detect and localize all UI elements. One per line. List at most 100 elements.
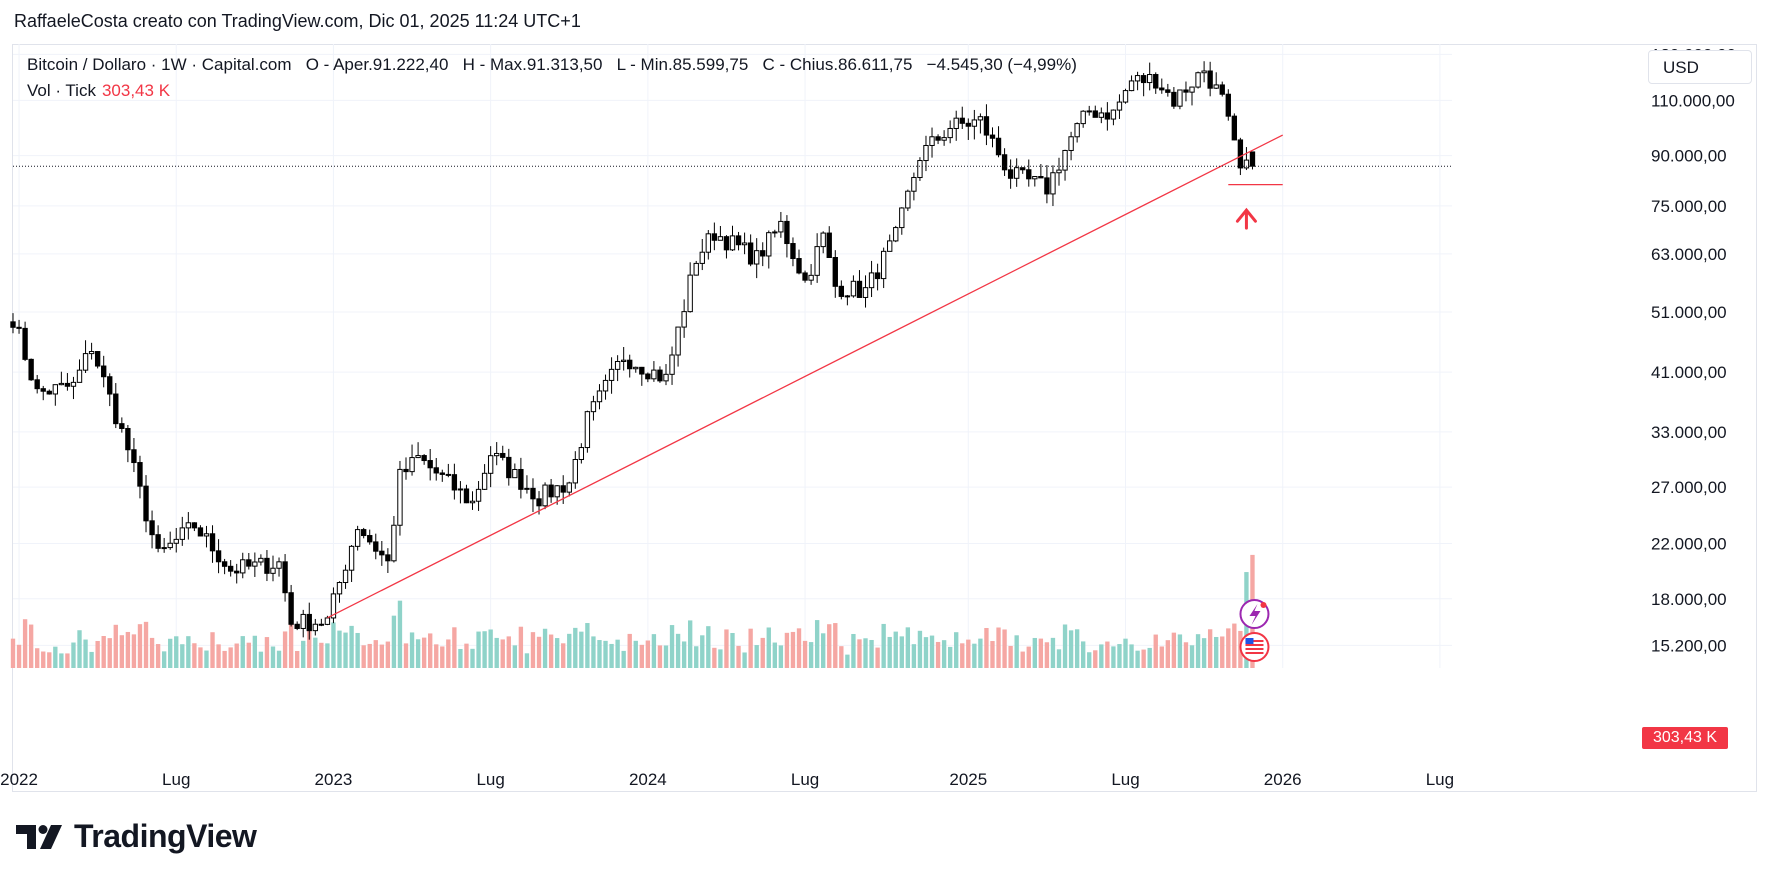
volume-bar (609, 643, 614, 668)
candle-body (959, 117, 965, 124)
volume-bar (567, 633, 572, 668)
candle-body (663, 373, 669, 382)
candle-body (1159, 87, 1165, 91)
candle-body (1056, 169, 1062, 174)
volume-bar (536, 636, 542, 668)
candle-body (729, 235, 736, 251)
candle-body (772, 231, 778, 234)
candle-body (94, 351, 101, 367)
candle-body (28, 358, 34, 381)
volume-bar (1032, 637, 1037, 668)
candle-body (76, 369, 83, 383)
volume-bar (972, 643, 977, 668)
ohlc-legend: Bitcoin / Dollaro · 1W · Capital.com O -… (27, 55, 1077, 75)
volume-bar (796, 628, 802, 668)
volume-bar (228, 647, 233, 668)
volume-bar (403, 643, 409, 668)
candle-body (379, 550, 385, 556)
currency-button[interactable]: USD (1648, 50, 1752, 84)
volume-bar (1056, 649, 1062, 668)
candle-body (1213, 84, 1219, 89)
volume-bar (899, 636, 904, 668)
candle-body (578, 447, 585, 461)
volume-bar (10, 638, 16, 668)
volume-bar (597, 640, 602, 668)
candle-body (270, 567, 276, 574)
candle-body (294, 623, 300, 629)
candle-body (439, 472, 445, 475)
volume-bar (89, 651, 94, 668)
volume-bar (506, 636, 511, 668)
volume-bar (996, 627, 1001, 668)
volume-bar (35, 648, 40, 668)
candle-body (22, 327, 28, 360)
candle-body (361, 529, 367, 537)
volume-bar (851, 633, 856, 668)
volume-bar (1014, 635, 1019, 668)
volume-bar (1008, 645, 1013, 668)
candle-body (88, 351, 95, 355)
volume-bar (240, 636, 245, 668)
volume-bar (325, 643, 330, 668)
volume-bar (645, 640, 651, 668)
volume-bar (331, 622, 336, 668)
candle-body (487, 455, 494, 474)
candle-body (373, 541, 379, 552)
candle-body (330, 593, 337, 619)
volume-bar (990, 641, 995, 668)
volume-bar (264, 637, 270, 668)
candle-body (681, 311, 687, 328)
candle-body (838, 285, 845, 297)
volume-bar (294, 650, 300, 668)
volume-bar (246, 642, 251, 668)
candle-body (808, 274, 814, 281)
candle-body (64, 382, 71, 387)
volume-bar (694, 646, 699, 668)
candle-body (784, 220, 790, 245)
volume-bar (730, 633, 735, 668)
volume-bar (101, 636, 106, 668)
volume-bar (464, 643, 469, 668)
y-axis-tick-label: 27.000,00 (1651, 478, 1727, 497)
volume-bar (1038, 638, 1044, 668)
candle-body (494, 452, 500, 457)
volume-bar (1195, 634, 1201, 668)
volume-bar (270, 646, 276, 668)
volume-bar (319, 642, 324, 668)
candle-body (844, 295, 851, 298)
volume-bar (712, 647, 717, 668)
volume-bar (1087, 652, 1092, 668)
candle-body (608, 368, 615, 381)
flag-canton (1245, 638, 1254, 644)
y-axis-tick-label: 18.000,00 (1651, 590, 1727, 609)
brand[interactable]: TradingView (16, 818, 257, 855)
low-value: L - Min.85.599,75 (616, 55, 749, 74)
candle-body (475, 488, 482, 502)
volume-bar (917, 630, 923, 668)
volume-bar (633, 640, 638, 668)
y-axis-tick-label: 51.000,00 (1651, 303, 1727, 322)
volume-bar (1189, 645, 1195, 668)
candle-body (747, 242, 754, 265)
volume-bar (282, 631, 288, 668)
volume-label[interactable]: Vol · Tick (27, 81, 96, 100)
volume-bar (675, 633, 681, 668)
candle-body (1104, 112, 1111, 120)
volume-bar (808, 642, 814, 668)
candle-body (832, 256, 838, 287)
candle-body (1165, 89, 1171, 93)
chart-frame[interactable] (12, 44, 1757, 792)
candle-body (941, 137, 947, 141)
volume-bar (343, 632, 348, 668)
volume-bar (47, 652, 52, 668)
volume-bar (1062, 624, 1068, 668)
symbol-label[interactable]: Bitcoin / Dollaro · 1W · Capital.com (27, 55, 292, 74)
candle-body (983, 116, 990, 136)
volume-bar (440, 646, 445, 668)
candle-body (1038, 176, 1044, 179)
candle-body (46, 390, 52, 395)
volume-bar (16, 644, 22, 668)
candle-body (657, 369, 663, 382)
candle-body (1086, 110, 1092, 113)
